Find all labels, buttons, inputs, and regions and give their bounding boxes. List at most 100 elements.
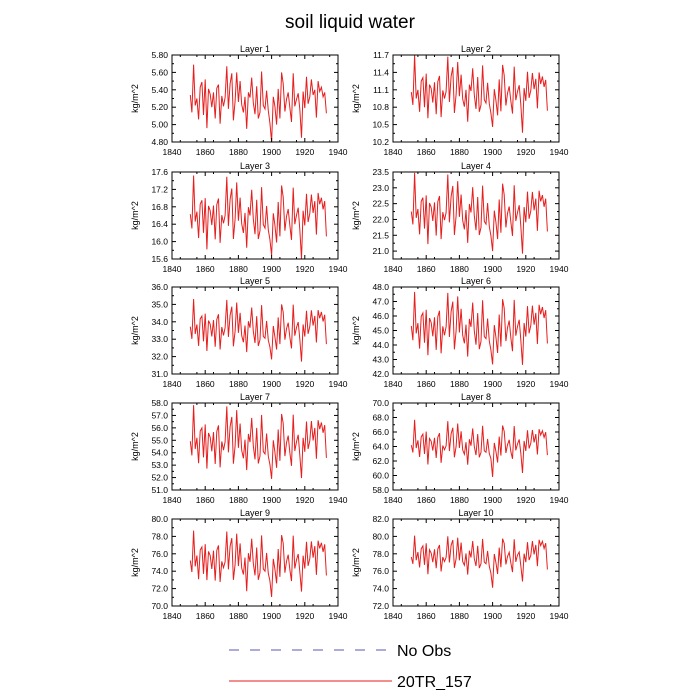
y-tick-label: 46.0 bbox=[372, 311, 389, 321]
y-tick-label: 23.5 bbox=[372, 167, 389, 177]
y-tick-label: 70.0 bbox=[372, 398, 389, 408]
x-tick-label: 1920 bbox=[516, 611, 535, 621]
x-tick-label: 1840 bbox=[163, 379, 182, 389]
y-tick-label: 16.4 bbox=[151, 219, 168, 229]
y-tick-label: 10.5 bbox=[372, 120, 389, 130]
x-tick-label: 1860 bbox=[196, 264, 215, 274]
chart-panel: Layer 2 kg/m^2 1840 1860 1880 1900 1920 1940 10.… bbox=[351, 44, 569, 157]
y-tick-label: 32.0 bbox=[151, 352, 168, 362]
y-tick-label: 72.0 bbox=[151, 584, 168, 594]
y-tick-label: 70.0 bbox=[151, 601, 168, 611]
y-axis-label: kg/m^2 bbox=[351, 84, 361, 113]
y-tick-label: 22.5 bbox=[372, 199, 389, 209]
x-tick-label: 1940 bbox=[550, 379, 569, 389]
plot-frame bbox=[171, 402, 339, 491]
panel-title: Layer 1 bbox=[240, 44, 270, 54]
y-tick-label: 80.0 bbox=[151, 514, 168, 524]
x-tick-label: 1920 bbox=[295, 147, 314, 157]
y-tick-label: 55.0 bbox=[151, 435, 168, 445]
y-tick-label: 5.60 bbox=[151, 67, 168, 77]
y-tick-label: 45.0 bbox=[372, 326, 389, 336]
y-tick-label: 31.0 bbox=[151, 369, 168, 379]
chart-panel: Layer 6 kg/m^2 1840 1860 1880 1900 1920 1940 42.… bbox=[351, 276, 569, 389]
panel-title: Layer 2 bbox=[461, 44, 491, 54]
x-tick-label: 1920 bbox=[295, 264, 314, 274]
x-tick-label: 1900 bbox=[483, 147, 502, 157]
x-tick-label: 1860 bbox=[196, 611, 215, 621]
y-tick-label: 43.0 bbox=[372, 355, 389, 365]
x-tick-label: 1900 bbox=[262, 611, 281, 621]
series-line bbox=[189, 64, 327, 143]
y-tick-label: 66.0 bbox=[372, 427, 389, 437]
y-tick-label: 33.0 bbox=[151, 334, 168, 344]
series-line bbox=[410, 54, 548, 133]
x-tick-label: 1940 bbox=[550, 147, 569, 157]
x-tick-label: 1840 bbox=[384, 495, 403, 505]
y-tick-label: 57.0 bbox=[151, 410, 168, 420]
x-tick-label: 1840 bbox=[384, 611, 403, 621]
chart-panel: Layer 4 kg/m^2 1840 1860 1880 1900 1920 1940 21.… bbox=[351, 161, 569, 274]
y-tick-label: 5.20 bbox=[151, 102, 168, 112]
y-tick-label: 4.80 bbox=[151, 137, 168, 147]
x-tick-label: 1880 bbox=[229, 611, 248, 621]
y-axis-label: kg/m^2 bbox=[351, 432, 361, 461]
y-tick-label: 21.0 bbox=[372, 246, 389, 256]
x-tick-label: 1920 bbox=[516, 147, 535, 157]
x-tick-label: 1840 bbox=[163, 264, 182, 274]
x-tick-label: 1880 bbox=[450, 147, 469, 157]
x-tick-label: 1940 bbox=[550, 264, 569, 274]
y-axis-label: kg/m^2 bbox=[130, 316, 140, 345]
x-tick-label: 1880 bbox=[229, 264, 248, 274]
chart-panel: Layer 3 kg/m^2 1840 1860 1880 1900 1920 1940 15.… bbox=[130, 161, 348, 274]
y-tick-label: 16.8 bbox=[151, 202, 168, 212]
x-tick-label: 1900 bbox=[483, 264, 502, 274]
y-tick-label: 58.0 bbox=[151, 398, 168, 408]
x-tick-label: 1860 bbox=[417, 264, 436, 274]
y-axis-label: kg/m^2 bbox=[351, 201, 361, 230]
y-tick-label: 76.0 bbox=[151, 549, 168, 559]
series-line bbox=[189, 530, 327, 598]
x-tick-label: 1940 bbox=[329, 495, 348, 505]
chart-panel: Layer 7 kg/m^2 1840 1860 1880 1900 1920 1940 51.… bbox=[130, 392, 348, 505]
chart-panel: Layer 9 kg/m^2 1840 1860 1880 1900 1920 1940 70.… bbox=[130, 508, 348, 621]
panel-title: Layer 3 bbox=[240, 161, 270, 171]
x-tick-label: 1880 bbox=[450, 495, 469, 505]
series-line bbox=[410, 419, 548, 478]
series-line bbox=[189, 175, 327, 260]
y-tick-label: 34.0 bbox=[151, 317, 168, 327]
legend: No Obs 20TR_157 bbox=[229, 643, 472, 691]
x-tick-label: 1880 bbox=[229, 495, 248, 505]
y-tick-label: 76.0 bbox=[372, 566, 389, 576]
y-tick-label: 15.6 bbox=[151, 254, 168, 264]
y-tick-label: 11.1 bbox=[373, 85, 389, 95]
x-tick-label: 1940 bbox=[329, 379, 348, 389]
panel-title: Layer 5 bbox=[240, 276, 270, 286]
y-tick-label: 68.0 bbox=[372, 413, 389, 423]
y-tick-label: 74.0 bbox=[151, 566, 168, 576]
x-tick-label: 1880 bbox=[450, 611, 469, 621]
y-tick-label: 78.0 bbox=[372, 549, 389, 559]
y-axis-label: kg/m^2 bbox=[130, 548, 140, 577]
panel-title: Layer 10 bbox=[458, 508, 493, 518]
x-tick-label: 1860 bbox=[196, 495, 215, 505]
y-axis-label: kg/m^2 bbox=[351, 548, 361, 577]
panel-title: Layer 4 bbox=[461, 161, 491, 171]
x-tick-label: 1840 bbox=[163, 147, 182, 157]
y-tick-label: 5.00 bbox=[151, 120, 168, 130]
x-tick-label: 1940 bbox=[329, 264, 348, 274]
y-tick-label: 60.0 bbox=[372, 471, 389, 481]
y-axis-label: kg/m^2 bbox=[351, 316, 361, 345]
y-tick-label: 21.5 bbox=[372, 230, 389, 240]
y-tick-label: 17.6 bbox=[151, 167, 168, 177]
x-tick-label: 1940 bbox=[329, 147, 348, 157]
chart-panel: Layer 8 kg/m^2 1840 1860 1880 1900 1920 1940 58.… bbox=[351, 392, 569, 505]
y-axis-label: kg/m^2 bbox=[130, 432, 140, 461]
x-tick-label: 1900 bbox=[483, 495, 502, 505]
x-tick-label: 1860 bbox=[417, 379, 436, 389]
x-tick-label: 1940 bbox=[550, 495, 569, 505]
x-tick-label: 1880 bbox=[229, 379, 248, 389]
panels-group: Layer 1 kg/m^2 1840 1860 1880 1900 1920 1940 4.8… bbox=[130, 44, 569, 621]
chart-panel: Layer 10 kg/m^2 1840 1860 1880 1900 1920 1940 72… bbox=[351, 508, 569, 621]
x-tick-label: 1840 bbox=[163, 495, 182, 505]
